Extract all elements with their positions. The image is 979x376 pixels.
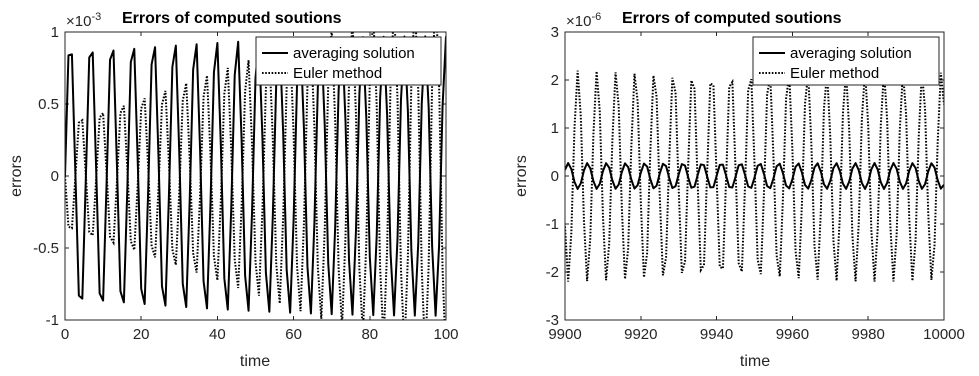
chart-right-xtick-label-0: 9900: [548, 326, 581, 343]
chart-right-legend: averaging solution Euler method: [752, 36, 940, 86]
chart-right-xtick-label-1: 9920: [624, 326, 657, 343]
chart-right-ytick-label-2: -1: [546, 216, 559, 233]
chart-right-xtick-label-4: 9980: [852, 326, 885, 343]
chart-right-y-exponent-base: ×: [566, 13, 575, 30]
chart-left-xtick-label-4: 80: [361, 326, 378, 343]
chart-right-y-exponent-base-number: 10: [575, 13, 592, 30]
chart-left-grid-ticks: 0 20 40 60 80 100 -1 -0.5 0 0.5 1: [33, 24, 458, 343]
chart-right-series: [565, 70, 944, 282]
chart-left-xtick-label-2: 40: [209, 326, 226, 343]
chart-left-ytick-label-3: 0.5: [38, 96, 59, 113]
chart-left-legend-label-averaging: averaging solution: [293, 45, 415, 62]
chart-right-title: Errors of computed soutions: [622, 10, 842, 27]
chart-left-ytick-label-4: 1: [51, 24, 59, 41]
chart-right-axes-box: [564, 31, 945, 321]
chart-right-ytick-label-0: -3: [546, 312, 559, 329]
chart-right-legend-label-averaging: averaging solution: [790, 45, 912, 62]
chart-left-xtick-label-0: 0: [61, 326, 69, 343]
chart-left-ytick-label-1: -0.5: [33, 240, 59, 257]
chart-right-y-exponent: ×10-6: [566, 11, 601, 30]
chart-left-y-exponent: ×10-3: [66, 11, 101, 30]
chart-left-y-exponent-power: -3: [91, 11, 101, 23]
chart-right-legend-label-euler: Euler method: [790, 65, 879, 82]
chart-left: 0 20 40 60 80 100 -1 -0.5 0 0.5 1 Errors of comput…: [8, 10, 459, 370]
chart-right: 9900 9920 9940 9960 9980 10000 -3 -2 -1 0 1 2 3 Erro…: [513, 10, 965, 370]
chart-left-ylabel: errors: [8, 155, 25, 197]
chart-left-xtick-label-5: 100: [433, 326, 458, 343]
chart-right-y-exponent-power: -6: [591, 11, 601, 23]
chart-right-xtick-label-2: 9940: [700, 326, 733, 343]
chart-right-legend-box: [752, 36, 940, 86]
chart-right-xlabel: time: [740, 353, 770, 370]
chart-right-series-euler-method: [565, 70, 944, 282]
chart-right-ylabel: errors: [513, 155, 530, 197]
chart-left-xlabel: time: [240, 353, 270, 370]
chart-right-xtick-label-5: 10000: [923, 326, 965, 343]
chart-left-title: Errors of computed soutions: [122, 10, 342, 27]
chart-left-legend-box: [255, 36, 442, 86]
chart-right-ytick-label-1: -2: [546, 264, 559, 281]
chart-left-legend: averaging solution Euler method: [255, 36, 442, 86]
chart-right-ytick-label-3: 0: [551, 168, 559, 185]
chart-left-y-exponent-base-number: 10: [75, 13, 92, 30]
chart-left-legend-label-euler: Euler method: [293, 65, 382, 82]
chart-right-series-averaging-solution: [565, 162, 944, 190]
chart-left-xtick-label-1: 20: [133, 326, 150, 343]
chart-left-ytick-label-0: -1: [46, 312, 59, 329]
chart-left-y-exponent-base: ×: [66, 13, 75, 30]
chart-right-xtick-label-3: 9960: [776, 326, 809, 343]
chart-right-ytick-label-5: 2: [551, 72, 559, 89]
chart-left-series-euler-method: [65, 32, 446, 320]
chart-right-ytick-label-4: 1: [551, 120, 559, 137]
chart-left-xtick-label-3: 60: [285, 326, 302, 343]
chart-right-grid-ticks: 9900 9920 9940 9960 9980 10000 -3 -2 -1 0 1 2 3: [546, 24, 965, 343]
chart-right-ytick-label-6: 3: [551, 24, 559, 41]
chart-left-ytick-label-2: 0: [51, 168, 59, 185]
chart-left-axes-box: [64, 31, 447, 321]
